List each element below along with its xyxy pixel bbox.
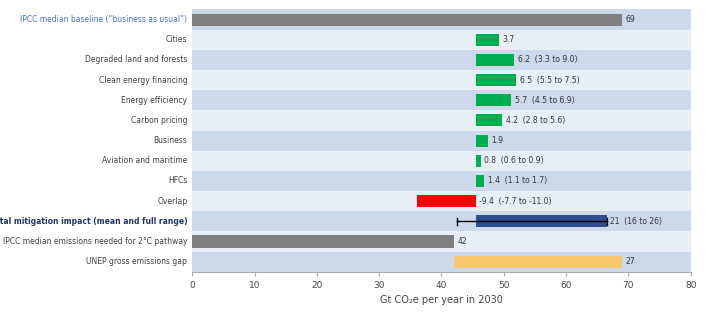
Bar <box>476 74 516 86</box>
Bar <box>192 70 691 90</box>
Text: 0.8  (0.6 to 0.9): 0.8 (0.6 to 0.9) <box>484 156 544 165</box>
Bar <box>417 195 476 207</box>
Text: Degraded land and forests: Degraded land and forests <box>85 55 187 64</box>
Bar <box>192 90 691 110</box>
Text: 69: 69 <box>626 15 636 24</box>
Bar <box>476 155 481 167</box>
Text: Carbon pricing: Carbon pricing <box>131 116 187 125</box>
Text: IPCC median emissions needed for 2°C pathway: IPCC median emissions needed for 2°C pat… <box>3 237 187 246</box>
Bar <box>192 50 691 70</box>
Bar <box>476 94 511 106</box>
Text: 42: 42 <box>458 237 467 246</box>
Bar <box>192 14 622 26</box>
Bar <box>192 30 691 50</box>
Text: 5.7  (4.5 to 6.9): 5.7 (4.5 to 6.9) <box>515 96 575 105</box>
Text: 27: 27 <box>626 257 636 266</box>
Text: 6.5  (5.5 to 7.5): 6.5 (5.5 to 7.5) <box>520 76 580 85</box>
Bar <box>192 9 691 30</box>
Bar <box>192 110 691 131</box>
Bar <box>192 131 691 151</box>
Bar <box>476 54 514 66</box>
Text: 1.9: 1.9 <box>491 136 503 145</box>
Text: Aviation and maritime: Aviation and maritime <box>102 156 187 165</box>
Text: Cities: Cities <box>166 35 187 44</box>
Text: Overlap: Overlap <box>157 197 187 206</box>
Bar <box>192 231 691 252</box>
Text: 3.7: 3.7 <box>503 35 515 44</box>
Bar <box>192 252 691 272</box>
Bar <box>192 235 454 247</box>
Text: Total mitigation impact (mean and full range): Total mitigation impact (mean and full r… <box>0 217 187 226</box>
Text: 1.4  (1.1 to 1.7): 1.4 (1.1 to 1.7) <box>488 176 548 185</box>
Text: Business: Business <box>154 136 187 145</box>
Bar <box>192 171 691 191</box>
Text: 6.2  (3.3 to 9.0): 6.2 (3.3 to 9.0) <box>518 55 577 64</box>
Bar <box>476 114 502 126</box>
Bar <box>476 175 484 187</box>
Bar <box>454 256 622 268</box>
Bar <box>476 34 499 46</box>
Bar <box>476 215 607 228</box>
Text: 21  (16 to 26): 21 (16 to 26) <box>610 217 662 226</box>
Text: Energy efficiency: Energy efficiency <box>121 96 187 105</box>
Text: -9.4  (-7.7 to -11.0): -9.4 (-7.7 to -11.0) <box>479 197 552 206</box>
Text: UNEP gross emissions gap: UNEP gross emissions gap <box>86 257 187 266</box>
Bar <box>192 151 691 171</box>
Text: Clean energy financing: Clean energy financing <box>98 76 187 85</box>
Bar <box>476 135 488 147</box>
Bar <box>192 211 691 231</box>
Text: 4.2  (2.8 to 5.6): 4.2 (2.8 to 5.6) <box>506 116 565 125</box>
Bar <box>192 191 691 211</box>
X-axis label: Gt CO₂e per year in 2030: Gt CO₂e per year in 2030 <box>380 295 503 305</box>
Text: IPCC median baseline (“business as usual”): IPCC median baseline (“business as usual… <box>20 15 187 24</box>
Text: HFCs: HFCs <box>168 176 187 185</box>
